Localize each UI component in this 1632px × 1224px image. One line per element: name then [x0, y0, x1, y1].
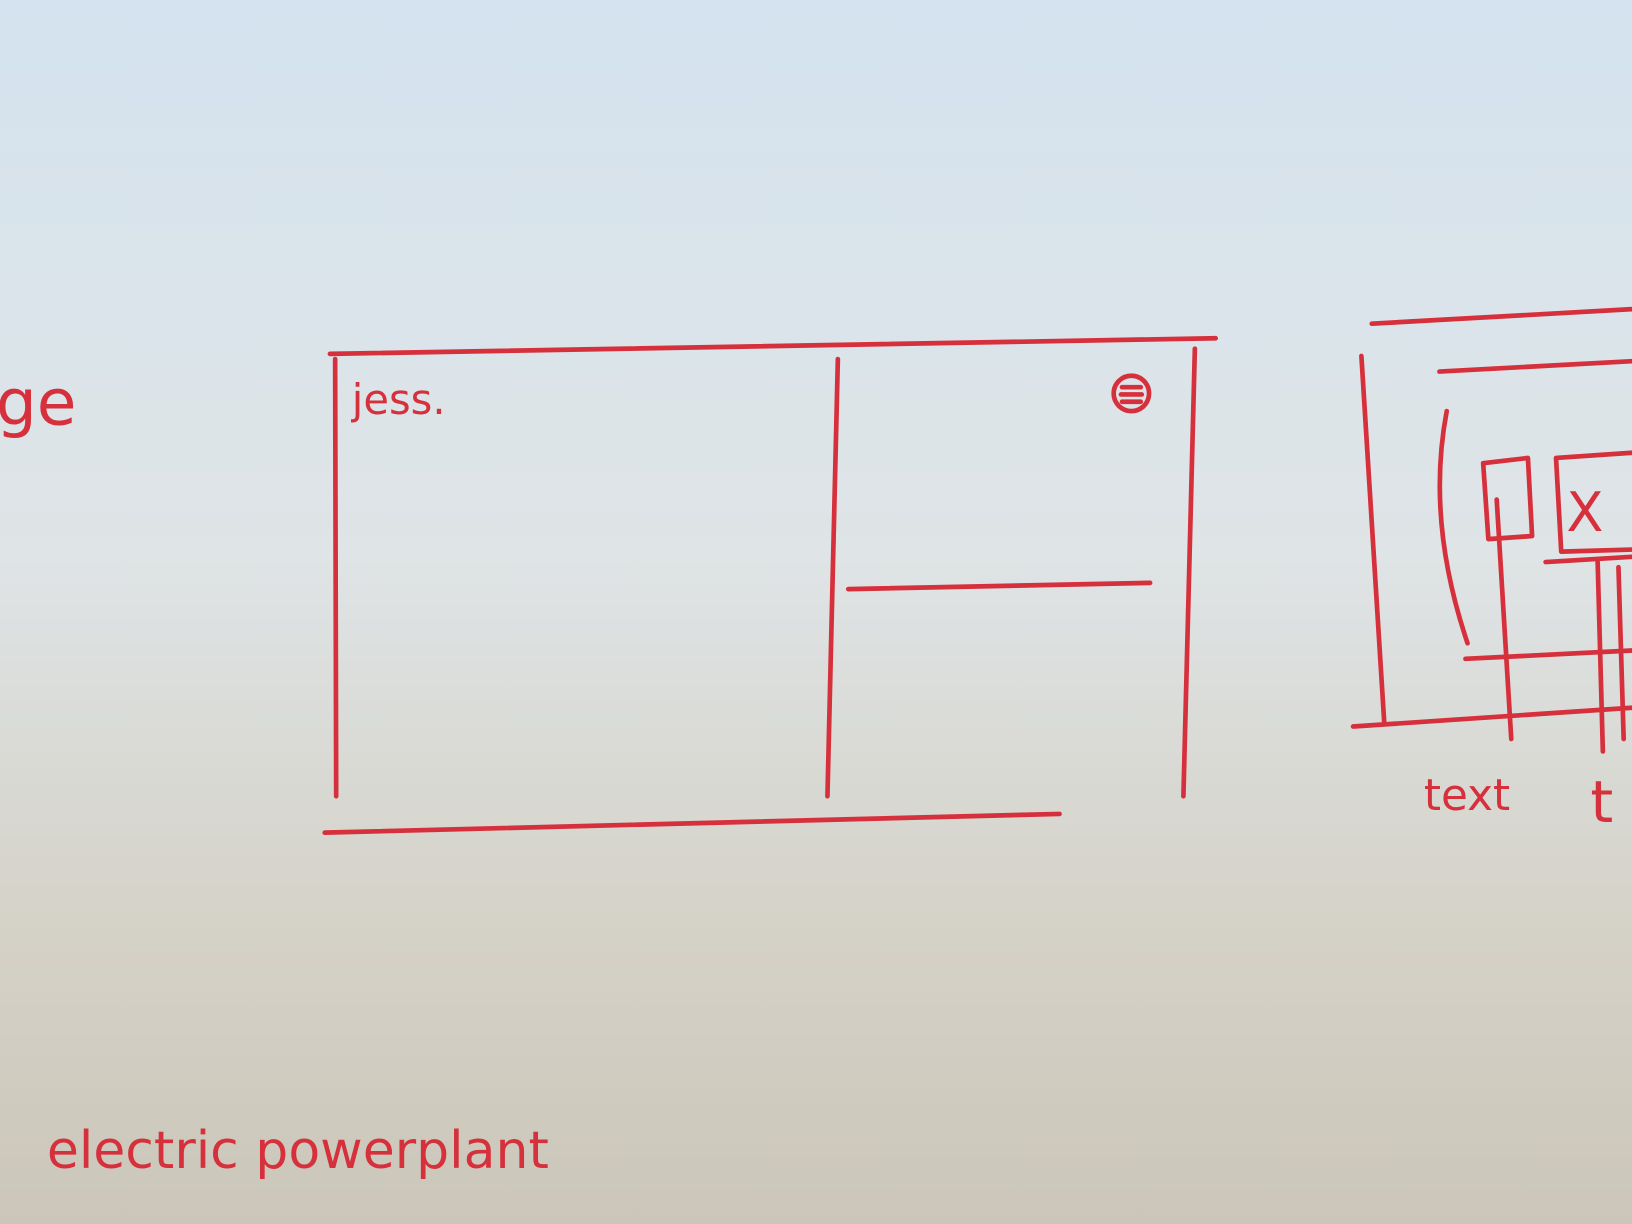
- frame-right: [1181, 346, 1198, 799]
- margin-text: ge: [0, 366, 76, 441]
- box-mark: X: [1566, 481, 1603, 544]
- frame-divider: [825, 356, 841, 799]
- rs-top: [1369, 306, 1632, 327]
- wireframe-frame: jess.: [322, 335, 1219, 835]
- rs-pointer-1: [1494, 497, 1514, 742]
- rs-bottom: [1350, 705, 1632, 729]
- rs-x-box: [1553, 450, 1632, 554]
- frame-left: [332, 356, 339, 799]
- menu-icon: [1111, 373, 1152, 414]
- rs-mid-line: [1463, 648, 1632, 662]
- rs-curve: [1437, 408, 1470, 646]
- caption: t: [1590, 768, 1613, 836]
- frame-bottom: [322, 811, 1062, 835]
- rs-box: [1480, 455, 1535, 542]
- rs-inner-top: [1437, 358, 1632, 374]
- frame-top: [327, 335, 1219, 357]
- footer-note: electric powerplant: [47, 1121, 549, 1181]
- rs-pointer-2: [1595, 559, 1606, 754]
- rs-left: [1359, 353, 1387, 726]
- caption: text: [1424, 770, 1510, 821]
- rs-pointer-3: [1616, 564, 1627, 742]
- rs-short-line: [1543, 554, 1632, 565]
- panel-separator: [845, 580, 1153, 592]
- logo: jess.: [351, 375, 446, 424]
- right-sketch: X text t: [1350, 306, 1632, 836]
